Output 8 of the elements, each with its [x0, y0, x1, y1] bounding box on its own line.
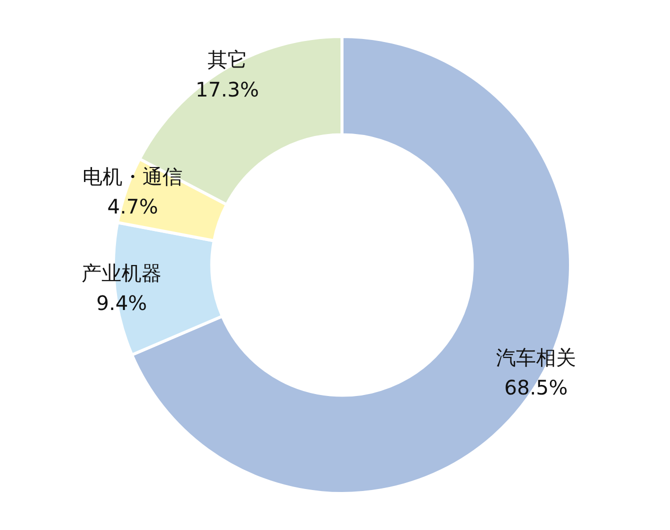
data-label: 4.7% — [107, 194, 158, 218]
data-label: 9.4% — [96, 291, 148, 316]
data-label: 17.3% — [196, 78, 260, 102]
slice-label: 汽车相关 — [496, 345, 576, 370]
slice-label: 其它 — [207, 48, 248, 72]
slice-label: 电机・通信 — [82, 164, 183, 188]
data-label: 68.5% — [504, 375, 568, 400]
slice-label: 产业机器 — [82, 261, 162, 286]
